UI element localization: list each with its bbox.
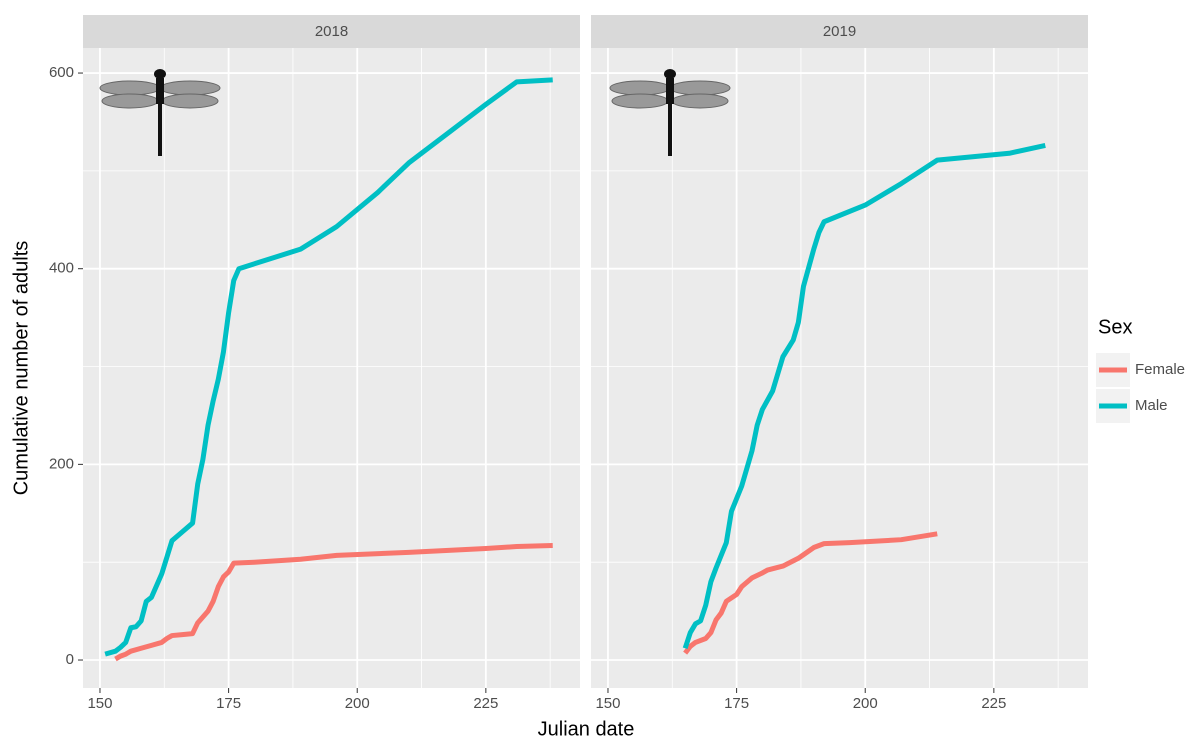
- legend-label: Female: [1135, 361, 1185, 378]
- legend-title: Sex: [1098, 316, 1132, 338]
- panel: [591, 48, 1088, 688]
- panel: [83, 48, 580, 688]
- y-tick-label: 0: [66, 651, 74, 668]
- x-tick-label: 175: [724, 695, 749, 712]
- y-tick-label: 200: [49, 455, 74, 472]
- x-tick-label: 225: [473, 695, 498, 712]
- legend-label: Male: [1135, 397, 1168, 414]
- x-tick-label: 225: [981, 695, 1006, 712]
- y-axis-title: Cumulative number of adults: [10, 241, 32, 496]
- plot-layer: 2018 150 175 200 225 0 200 400 600 2019 150 175 200 2…: [49, 15, 1185, 712]
- strip-label: 2018: [315, 23, 348, 40]
- y-tick-label: 600: [49, 64, 74, 81]
- x-axis-title: Julian date: [538, 718, 635, 740]
- strip-label: 2019: [823, 23, 856, 40]
- x-tick-label: 200: [853, 695, 878, 712]
- x-tick-label: 175: [216, 695, 241, 712]
- y-tick-label: 400: [49, 260, 74, 277]
- x-tick-label: 150: [87, 695, 112, 712]
- page: {"chart_data": {"type": "line", "x_label…: [0, 0, 1200, 740]
- x-tick-label: 200: [345, 695, 370, 712]
- chart: 2018 150 175 200 225 0 200 400 600 2019 150 175 200 2…: [0, 0, 1200, 740]
- x-tick-label: 150: [595, 695, 620, 712]
